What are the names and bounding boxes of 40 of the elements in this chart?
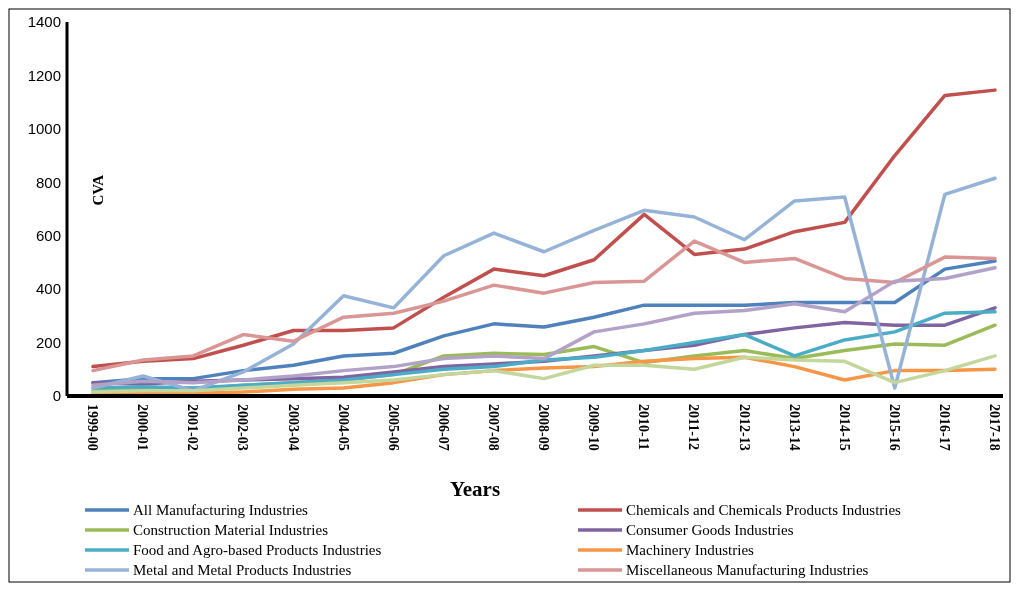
legend-label: Construction Material Industries bbox=[133, 522, 329, 539]
y-tick-label: 0 bbox=[52, 387, 61, 405]
x-tick-label: 2009-10 bbox=[586, 404, 602, 451]
x-tick-label: 2004-05 bbox=[335, 404, 351, 451]
y-tick-label: 1000 bbox=[27, 120, 61, 138]
x-tick-label: 2001-02 bbox=[185, 404, 201, 451]
legend-label: Consumer Goods Industries bbox=[626, 522, 794, 539]
x-tick-label: 2002-03 bbox=[235, 404, 251, 451]
line-series bbox=[91, 88, 997, 369]
y-tick-label: 1400 bbox=[27, 13, 61, 31]
y-tick-label: 200 bbox=[35, 333, 61, 351]
x-tick-label: 2012-13 bbox=[736, 404, 752, 451]
x-tick-label: 2015-16 bbox=[886, 404, 902, 451]
x-tick-label: 2011-12 bbox=[686, 404, 702, 450]
x-tick-label: 2005-06 bbox=[385, 404, 401, 451]
x-tick-label: 2006-07 bbox=[435, 404, 451, 451]
legend-label: Machinery Industries bbox=[626, 542, 755, 559]
y-tick-label: 1200 bbox=[27, 66, 61, 84]
x-axis-title: Years bbox=[449, 477, 501, 501]
legend-label: Food and Agro-based Products Industries bbox=[133, 542, 382, 559]
x-tick-label: 2007-08 bbox=[485, 404, 501, 451]
x-tick-label: 2016-17 bbox=[936, 404, 952, 451]
legend-label: Metal and Metal Products Industries bbox=[133, 562, 352, 579]
legend-label: Chemicals and Chemicals Products Industries bbox=[626, 502, 902, 519]
legend-label: All Manufacturing Industries bbox=[133, 502, 309, 519]
x-tick-label: 2010-11 bbox=[636, 404, 652, 450]
y-tick-label: 400 bbox=[35, 280, 61, 298]
y-tick-label: 600 bbox=[35, 226, 61, 244]
legend-label: Miscellaneous Manufacturing Industries bbox=[626, 562, 869, 579]
x-tick-label: 2014-15 bbox=[836, 404, 852, 451]
y-axis-title: CVA bbox=[90, 174, 106, 206]
y-tick-label: 800 bbox=[35, 173, 61, 191]
x-tick-label: 1999-00 bbox=[85, 404, 101, 451]
x-tick-label: 2008-09 bbox=[536, 404, 552, 451]
line-series bbox=[91, 176, 997, 393]
x-tick-label: 2000-01 bbox=[135, 404, 151, 451]
x-tick-label: 2017-18 bbox=[987, 404, 1003, 451]
x-tick-label: 2013-14 bbox=[786, 404, 802, 451]
x-tick-label: 2003-04 bbox=[285, 404, 301, 451]
line-series bbox=[91, 239, 997, 373]
